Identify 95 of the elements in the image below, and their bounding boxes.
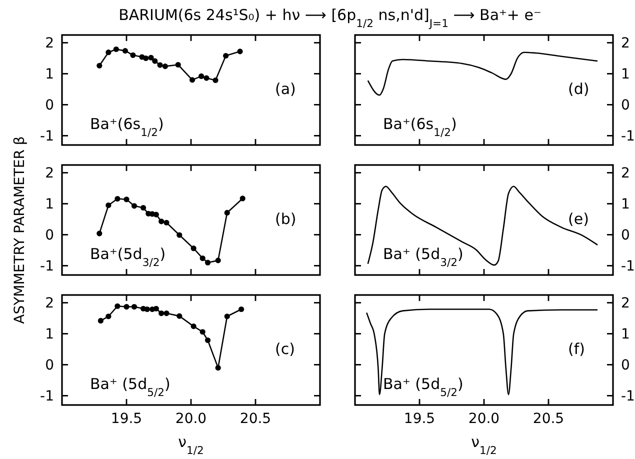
point	[106, 50, 112, 56]
point	[148, 54, 154, 60]
y-tick-label: 0	[45, 98, 54, 114]
y-tick-label: 1	[45, 326, 54, 343]
point	[158, 218, 164, 224]
point	[204, 337, 211, 344]
point	[204, 75, 210, 81]
point	[175, 62, 181, 68]
x-axis-title: ν$_{1/2}$	[178, 433, 204, 456]
y-tick-label: 2	[45, 296, 54, 312]
point	[106, 202, 112, 208]
point	[106, 314, 112, 320]
point	[124, 196, 130, 202]
x-tick-label: 20.0	[175, 411, 207, 427]
point	[240, 196, 246, 202]
point	[98, 318, 104, 324]
point	[189, 77, 196, 83]
point	[130, 52, 136, 58]
y-tick-label: -1	[40, 258, 54, 275]
point	[204, 260, 211, 266]
point	[164, 220, 170, 226]
point	[131, 203, 138, 209]
x-tick-label: 19.5	[404, 411, 436, 427]
point	[190, 323, 196, 330]
point	[114, 303, 120, 309]
annotation: Ba⁺(6s$_{1/2}$)	[383, 115, 457, 138]
point	[223, 52, 229, 59]
x-tick-label: 20.5	[240, 411, 272, 427]
point	[212, 77, 218, 84]
point	[215, 365, 221, 371]
annotation: Ba⁺(5d$_{3/2}$)	[90, 245, 166, 268]
annotation: (d)	[568, 80, 590, 98]
point	[190, 246, 196, 252]
y-tick-label: -1	[40, 128, 54, 145]
point	[140, 204, 146, 211]
point	[96, 62, 102, 68]
y-tick-label: 1	[621, 196, 630, 213]
point	[157, 62, 163, 68]
point	[238, 306, 244, 312]
line-series	[366, 308, 598, 396]
x-axis-title: ν$_{1/2}$	[471, 433, 497, 456]
y-tick-label: 2	[45, 36, 54, 52]
y-tick-label: 1	[45, 196, 54, 213]
y-tick-label: 2	[621, 166, 630, 182]
point	[215, 258, 221, 264]
point	[158, 310, 164, 316]
y-tick-label: -1	[40, 388, 54, 405]
point	[122, 48, 128, 54]
x-tick-label: 19.5	[110, 411, 142, 427]
y-tick-label: 1	[621, 326, 630, 343]
point	[131, 304, 138, 310]
y-tick-label: 2	[621, 36, 630, 52]
point	[162, 63, 168, 70]
annotation: (e)	[568, 210, 589, 228]
point	[164, 310, 170, 316]
point	[143, 55, 149, 62]
y-tick-label: 1	[45, 66, 54, 83]
point	[200, 255, 206, 262]
y-tick-label: 0	[621, 358, 630, 374]
y-tick-label: 0	[45, 228, 54, 244]
line-series	[367, 186, 598, 266]
y-tick-label: 2	[621, 296, 630, 312]
chart-title: BARIUM(6s 24s¹S₀) + hν ⟶ [6p$_{1/2}$ ns,n'd]$_{J=1}$ ⟶ Ba⁺+ e⁻	[118, 6, 542, 30]
annotation: (a)	[275, 80, 296, 98]
annotation: (f)	[568, 340, 585, 358]
y-tick-label: -1	[621, 258, 635, 275]
annotation: (b)	[275, 210, 296, 228]
y-axis-title: ASYMMETRY PARAMETER β	[12, 136, 28, 324]
line-series	[367, 52, 598, 96]
annotation: Ba⁺ (5d$_{3/2}$)	[383, 245, 464, 268]
annotation: Ba⁺ (5d$_{5/2}$)	[383, 375, 464, 398]
point	[114, 196, 120, 202]
y-tick-label: 0	[621, 98, 630, 114]
point	[176, 313, 182, 319]
x-tick-label: 20.0	[468, 411, 500, 427]
point	[124, 304, 130, 310]
point	[198, 73, 204, 80]
point	[224, 210, 230, 216]
x-tick-label: 20.5	[532, 411, 564, 427]
annotation: Ba⁺(6s$_{1/2}$)	[90, 115, 164, 138]
point	[113, 46, 119, 52]
y-tick-label: -1	[621, 128, 635, 145]
annotation: (c)	[275, 340, 295, 358]
y-tick-label: 1	[621, 66, 630, 83]
y-tick-label: 2	[45, 166, 54, 182]
y-tick-label: 0	[45, 358, 54, 374]
point	[152, 58, 158, 64]
point	[96, 230, 102, 236]
annotation: Ba⁺ (5d$_{5/2}$)	[90, 375, 170, 398]
point	[176, 232, 182, 238]
point	[237, 48, 243, 54]
point	[224, 314, 230, 320]
y-tick-label: -1	[621, 388, 635, 405]
y-tick-label: 0	[621, 228, 630, 244]
point	[200, 329, 206, 335]
